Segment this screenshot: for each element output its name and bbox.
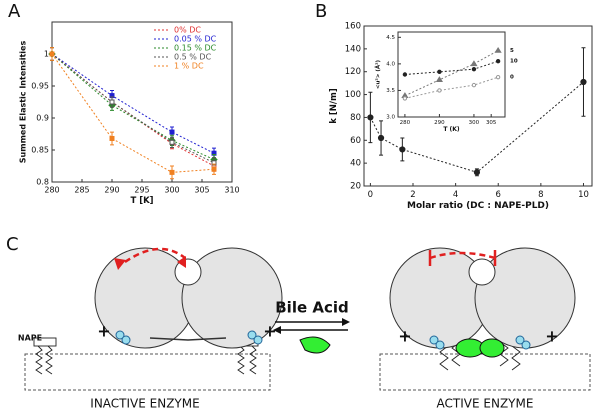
- legend-label: 0.15 % DC: [174, 44, 217, 53]
- x-tick-label: 305: [486, 120, 497, 126]
- marker: [471, 82, 477, 88]
- marker: [495, 74, 501, 80]
- x-tick-label: 310: [224, 186, 239, 195]
- marker: [399, 146, 406, 153]
- enzyme-core: [174, 258, 202, 286]
- membrane: [24, 353, 271, 391]
- y-tick-label: 60: [350, 136, 361, 146]
- y-tick-label: 0.8: [36, 178, 49, 187]
- y-axis-label: Summed Elastic Intensities: [19, 41, 28, 164]
- x-tick-label: 6: [496, 190, 501, 200]
- marker: [437, 69, 442, 75]
- legend-label: 1 % DC: [174, 62, 204, 71]
- x-tick-label: 4: [453, 190, 458, 200]
- y-tick-label: 140: [345, 44, 361, 54]
- marker: [169, 129, 175, 135]
- y-tick-label: 4.0: [386, 61, 395, 67]
- x-tick-label: 300: [164, 186, 179, 195]
- y-tick-label: 0.9: [36, 114, 49, 123]
- x-tick-label: 10: [578, 190, 589, 200]
- y-tick-label: 40: [350, 159, 361, 169]
- marker: [402, 96, 408, 101]
- plot-frame: [397, 31, 506, 118]
- y-tick-label: 1: [44, 50, 49, 59]
- x-tick-label: 8: [538, 190, 543, 200]
- y-tick-label: 100: [345, 90, 361, 100]
- legend-label: 5: [510, 48, 514, 54]
- legend-label: 0% DC: [174, 26, 201, 35]
- charge: +: [97, 322, 110, 341]
- marker: [495, 59, 501, 64]
- x-axis-label: T [K]: [130, 196, 153, 206]
- y-tick-label: 120: [345, 67, 361, 77]
- marker: [437, 88, 442, 93]
- marker: [494, 46, 502, 53]
- series-line: [51, 53, 215, 173]
- series-line: [51, 53, 215, 164]
- panel-label: B: [315, 1, 327, 22]
- charge: +: [398, 327, 411, 346]
- y-tick-label: 4.5: [386, 35, 395, 41]
- marker: [473, 169, 481, 176]
- marker: [367, 114, 374, 121]
- y-axis-label: <u²> (Å²): [375, 59, 382, 89]
- series-line: [404, 76, 499, 99]
- charge: +: [545, 327, 558, 346]
- y-tick-label: 0.95: [31, 82, 49, 91]
- node-label: INACTIVE ENZYME: [90, 397, 199, 411]
- x-tick-label: 290: [104, 186, 119, 195]
- series-line: [404, 50, 499, 97]
- node-label: Bile Acid: [275, 299, 349, 317]
- series-line: [51, 53, 215, 161]
- marker: [470, 60, 478, 67]
- x-tick-label: 305: [194, 186, 209, 195]
- x-axis-label: Molar ratio (DC : NAPE-PLD): [407, 201, 549, 211]
- series-line: [404, 60, 499, 75]
- membrane: [379, 353, 591, 391]
- charge: +: [263, 322, 276, 341]
- x-tick-label: 300: [469, 120, 480, 126]
- marker: [402, 72, 408, 77]
- legend-label: 0: [510, 75, 514, 81]
- marker: [49, 51, 55, 57]
- panel-label: A: [8, 1, 21, 22]
- y-tick-label: 0.85: [31, 146, 49, 155]
- legend-label: 0.05 % DC: [174, 35, 217, 44]
- marker: [169, 139, 175, 145]
- plot-frame: [51, 21, 233, 183]
- panel-label: C: [6, 234, 19, 255]
- diagram: Bile Acid NAPE INACTIVE ENZYME ACTIVE EN…: [18, 247, 591, 411]
- legend-label: 10: [510, 59, 518, 65]
- marker: [580, 78, 587, 86]
- y-tick-label: 160: [345, 22, 361, 32]
- legend-label: 0.5 % DC: [174, 53, 212, 62]
- y-tick-label: 80: [350, 113, 361, 123]
- enzyme-lobe: [181, 247, 283, 349]
- x-tick-label: 285: [74, 186, 89, 195]
- marker: [471, 66, 477, 72]
- marker: [169, 169, 175, 175]
- marker: [109, 135, 115, 141]
- x-tick-label: 0: [368, 190, 373, 200]
- marker: [211, 166, 217, 172]
- x-tick-label: 295: [134, 186, 149, 195]
- marker: [377, 134, 385, 142]
- x-tick-label: 280: [44, 186, 59, 195]
- x-tick-label: 2: [410, 190, 415, 200]
- x-tick-label: 280: [400, 120, 411, 126]
- node-label: NAPE: [18, 334, 42, 343]
- y-tick-label: 3.5: [386, 88, 395, 94]
- x-tick-label: 290: [434, 120, 445, 126]
- node-label: ACTIVE ENZYME: [437, 397, 534, 411]
- x-axis-label: T (K): [443, 126, 460, 133]
- y-axis-label: k [N/m]: [329, 88, 339, 124]
- marker: [435, 76, 444, 83]
- marker: [109, 99, 115, 105]
- y-tick-label: 20: [350, 182, 361, 192]
- series-line: [51, 53, 215, 154]
- y-tick-label: 3.0: [386, 115, 395, 121]
